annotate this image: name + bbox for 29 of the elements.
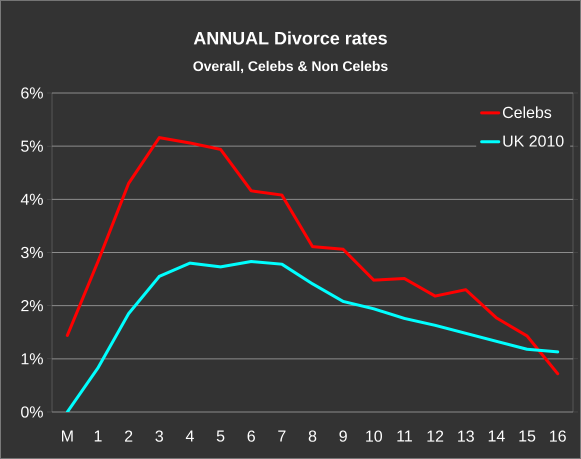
y-tick-label: 6% xyxy=(21,87,43,99)
chart-title: ANNUAL Divorce rates xyxy=(194,31,387,45)
y-tick-label: 0% xyxy=(21,406,43,418)
line-series xyxy=(66,260,560,412)
x-tick-label: 6 xyxy=(248,430,255,442)
legend-label: UK 2010 xyxy=(503,135,564,147)
x-tick-label: 12 xyxy=(427,430,444,442)
x-tick-label: 14 xyxy=(488,430,505,442)
y-tick-label: 1% xyxy=(22,353,43,364)
x-tick-label: 13 xyxy=(458,430,474,442)
x-tick-label: 16 xyxy=(550,430,566,442)
x-tick-label: 5 xyxy=(216,430,224,442)
x-tick-label: 9 xyxy=(339,430,347,442)
x-tick-label: 3 xyxy=(155,430,163,442)
x-tick-label: 10 xyxy=(366,430,382,442)
x-tick-label: 15 xyxy=(519,430,536,442)
x-tick-label: 7 xyxy=(278,430,286,442)
x-tick-label: 8 xyxy=(308,430,316,442)
y-tick-label: 2% xyxy=(21,300,43,312)
y-tick-label: 5% xyxy=(21,140,43,152)
chart-subtitle: Overall, Celebs & Non Celebs xyxy=(193,60,388,74)
x-tick-label: 4 xyxy=(186,430,194,442)
x-tick-label: M xyxy=(62,430,73,442)
y-tick-label: 3% xyxy=(21,246,43,258)
x-tick-label: 1 xyxy=(94,430,102,442)
x-tick-label: 2 xyxy=(124,430,132,442)
x-tick-label: 11 xyxy=(397,430,412,442)
legend-label: Celebs xyxy=(502,106,552,118)
y-tick-label: 4% xyxy=(20,194,43,205)
